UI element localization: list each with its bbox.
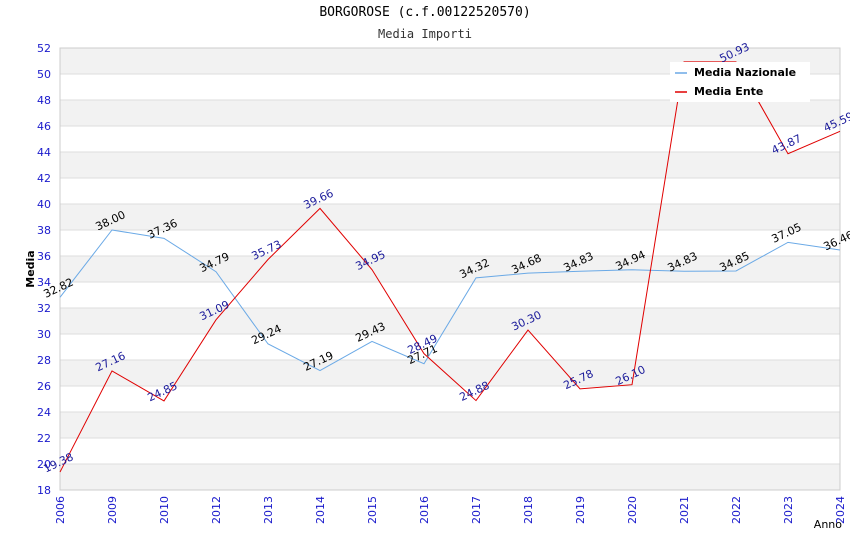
series-line-nazionale <box>59 229 841 372</box>
x-tick-label: 2015 <box>366 496 379 524</box>
y-tick-label: 38 <box>37 224 51 237</box>
y-axis-label: Media <box>24 250 37 287</box>
y-tick-label: 52 <box>37 42 51 55</box>
x-axis-label: Anno <box>814 518 842 531</box>
y-tick-label: 48 <box>37 94 51 107</box>
grid-band <box>60 256 840 282</box>
y-tick-label: 30 <box>37 328 51 341</box>
legend-label-nazionale: Media Nazionale <box>694 66 796 79</box>
y-tick-label: 40 <box>37 198 51 211</box>
x-tick-label: 2012 <box>210 496 223 524</box>
x-tick-label: 2016 <box>418 496 431 524</box>
y-tick-label: 44 <box>37 146 51 159</box>
grid-band <box>60 464 840 490</box>
y-tick-label: 34 <box>37 276 51 289</box>
chart-subtitle: Media Importi <box>378 27 472 41</box>
legend: Media Nazionale Media Ente <box>670 62 810 102</box>
series-line-ente <box>59 61 841 473</box>
y-tick-label: 36 <box>37 250 51 263</box>
legend-label-ente: Media Ente <box>694 85 763 98</box>
x-tick-label: 2006 <box>54 496 67 524</box>
y-tick-label: 46 <box>37 120 51 133</box>
grid-band <box>60 204 840 230</box>
grid-band <box>60 100 840 126</box>
x-tick-label: 2023 <box>782 496 795 524</box>
y-tick-label: 42 <box>37 172 51 185</box>
x-tick-label: 2010 <box>158 496 171 524</box>
x-tick-label: 2013 <box>262 496 275 524</box>
grid-band <box>60 152 840 178</box>
x-tick-label: 2020 <box>626 496 639 524</box>
x-tick-label: 2009 <box>106 496 119 524</box>
x-tick-label: 2017 <box>470 496 483 524</box>
y-tick-label: 50 <box>37 68 51 81</box>
chart-title: BORGOROSE (c.f.00122520570) <box>319 5 531 20</box>
grid-band <box>60 360 840 386</box>
x-tick-label: 2024 <box>834 496 847 524</box>
y-tick-label: 20 <box>37 458 51 471</box>
y-tick-label: 22 <box>37 432 51 445</box>
x-tick-label: 2021 <box>678 496 691 524</box>
y-tick-label: 18 <box>37 484 51 497</box>
x-tick-label: 2022 <box>730 496 743 524</box>
x-tick-label: 2014 <box>314 496 327 524</box>
y-tick-label: 32 <box>37 302 51 315</box>
y-tick-label: 26 <box>37 380 51 393</box>
grid-band <box>60 412 840 438</box>
x-tick-label: 2019 <box>574 496 587 524</box>
y-tick-label: 28 <box>37 354 51 367</box>
y-tick-label: 24 <box>37 406 51 419</box>
x-tick-label: 2018 <box>522 496 535 524</box>
